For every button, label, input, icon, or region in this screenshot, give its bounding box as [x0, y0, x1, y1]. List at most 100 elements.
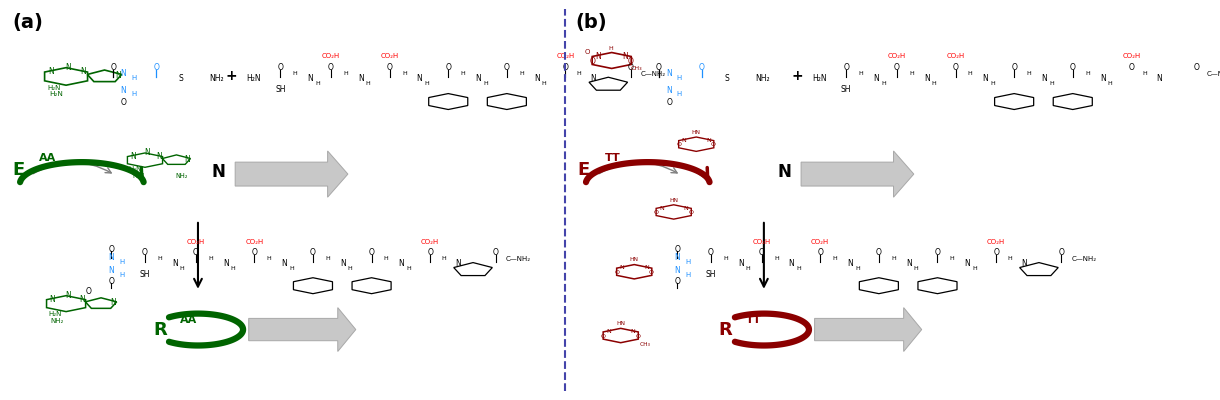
- Text: N: N: [606, 329, 611, 334]
- Text: N: N: [282, 259, 287, 268]
- Text: N: N: [109, 253, 113, 262]
- Text: H: H: [384, 256, 389, 261]
- Text: O: O: [953, 63, 959, 72]
- Text: N: N: [788, 259, 794, 268]
- Text: N: N: [131, 152, 135, 161]
- Text: H: H: [401, 71, 406, 76]
- Text: N: N: [121, 86, 127, 95]
- Text: O: O: [584, 49, 589, 55]
- Text: H: H: [425, 81, 429, 86]
- Text: H₂N: H₂N: [128, 166, 142, 172]
- Text: O: O: [589, 57, 595, 66]
- Text: C—NH₂: C—NH₂: [1207, 71, 1220, 77]
- Text: CH₃: CH₃: [631, 66, 642, 71]
- Text: O: O: [711, 142, 716, 148]
- Text: O: O: [251, 248, 257, 257]
- Polygon shape: [815, 308, 921, 352]
- Text: N: N: [620, 265, 625, 270]
- Text: N: N: [675, 253, 680, 262]
- Text: O: O: [675, 277, 680, 286]
- Text: H: H: [406, 266, 411, 271]
- Text: N: N: [683, 206, 688, 210]
- Text: N: N: [109, 266, 113, 275]
- Text: O: O: [601, 334, 606, 339]
- Text: O: O: [894, 63, 900, 72]
- Text: O: O: [504, 63, 510, 72]
- Text: H: H: [1085, 71, 1089, 76]
- Text: H: H: [289, 266, 294, 271]
- Text: N: N: [706, 138, 711, 143]
- Text: O: O: [843, 63, 849, 72]
- Text: N: N: [874, 74, 878, 83]
- Text: H: H: [723, 256, 728, 261]
- Text: H: H: [326, 256, 329, 261]
- Text: H: H: [1049, 81, 1054, 86]
- Text: O: O: [493, 248, 499, 257]
- Text: N: N: [1041, 74, 1047, 83]
- Text: (a): (a): [12, 13, 43, 32]
- Text: CH₃: CH₃: [639, 342, 650, 347]
- Text: H: H: [442, 256, 447, 262]
- Text: E: E: [12, 161, 24, 179]
- Text: H: H: [949, 256, 954, 261]
- Text: CO₂H: CO₂H: [888, 54, 906, 60]
- Text: O: O: [628, 63, 634, 72]
- Text: O: O: [445, 63, 451, 72]
- Text: O: O: [656, 63, 662, 72]
- Text: H: H: [686, 272, 691, 278]
- Text: N: N: [156, 152, 162, 161]
- Text: O: O: [699, 63, 705, 72]
- Text: N: N: [848, 259, 853, 268]
- Text: H: H: [1108, 81, 1113, 86]
- Text: HN: HN: [616, 321, 625, 326]
- Text: H: H: [366, 81, 371, 86]
- Text: H: H: [120, 259, 126, 265]
- Text: O: O: [688, 210, 693, 215]
- Text: N: N: [534, 74, 539, 83]
- Text: H: H: [832, 256, 837, 261]
- Text: H: H: [460, 71, 465, 76]
- Text: N: N: [417, 74, 422, 83]
- Text: N: N: [675, 266, 680, 275]
- Text: O: O: [876, 248, 882, 257]
- Text: NH₂: NH₂: [176, 173, 188, 179]
- Text: O: O: [1194, 63, 1199, 72]
- Text: S: S: [178, 74, 183, 83]
- Text: O: O: [649, 270, 654, 275]
- Text: CO₂H: CO₂H: [753, 239, 771, 245]
- Text: N: N: [622, 52, 628, 61]
- Text: O: O: [142, 248, 148, 257]
- Text: O: O: [1070, 63, 1076, 72]
- Text: H: H: [891, 256, 895, 261]
- Text: O: O: [562, 63, 569, 72]
- Text: N: N: [666, 69, 672, 78]
- Text: N: N: [682, 138, 687, 143]
- Text: R: R: [719, 321, 732, 339]
- Text: N: N: [184, 154, 190, 164]
- Text: HN: HN: [630, 258, 639, 262]
- Text: O: O: [615, 270, 620, 275]
- Text: H: H: [315, 81, 320, 86]
- Text: S: S: [725, 74, 730, 83]
- Text: H: H: [855, 266, 860, 271]
- Text: N: N: [631, 329, 636, 334]
- Text: N: N: [476, 74, 481, 83]
- Text: N: N: [66, 291, 71, 300]
- Text: H: H: [131, 76, 137, 82]
- Text: TT: TT: [605, 153, 621, 163]
- Text: N: N: [644, 265, 649, 270]
- Text: N: N: [79, 295, 84, 304]
- Text: H: H: [348, 266, 353, 271]
- Text: TT: TT: [745, 314, 761, 324]
- Text: H: H: [1026, 71, 1031, 76]
- Text: AA: AA: [179, 314, 198, 324]
- Text: N: N: [924, 74, 930, 83]
- Text: N: N: [49, 67, 54, 76]
- Text: N: N: [1099, 74, 1105, 83]
- Text: R: R: [152, 321, 167, 339]
- Text: CO₂H: CO₂H: [381, 54, 399, 60]
- Text: AA: AA: [39, 153, 56, 163]
- Text: C—NH₂: C—NH₂: [506, 256, 531, 262]
- Text: H: H: [859, 71, 864, 76]
- Text: O: O: [328, 63, 334, 72]
